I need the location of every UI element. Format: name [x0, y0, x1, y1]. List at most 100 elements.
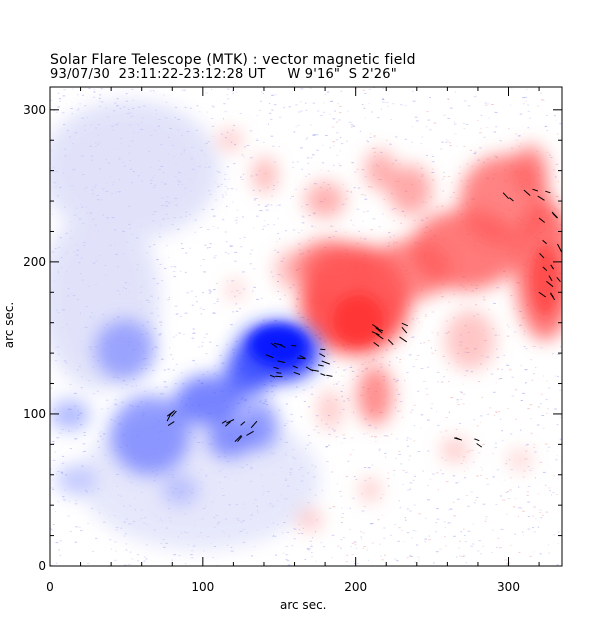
noise-speck	[362, 89, 365, 91]
noise-speck	[170, 354, 172, 356]
noise-speck	[393, 208, 397, 209]
noise-speck	[167, 368, 170, 370]
noise-speck	[559, 123, 562, 125]
noise-speck	[292, 161, 295, 163]
noise-speck	[367, 353, 369, 354]
noise-speck	[246, 145, 250, 146]
noise-speck	[98, 432, 100, 434]
noise-speck	[548, 387, 551, 389]
noise-speck	[213, 257, 216, 259]
noise-speck	[437, 424, 440, 426]
noise-speck	[355, 547, 357, 549]
noise-speck	[463, 528, 465, 530]
noise-speck	[480, 474, 482, 476]
noise-speck	[420, 427, 422, 429]
noise-speck	[285, 545, 289, 547]
noise-speck	[417, 355, 420, 356]
noise-speck	[427, 119, 430, 121]
noise-speck	[71, 113, 73, 115]
noise-speck	[214, 199, 218, 201]
noise-speck	[333, 164, 335, 166]
noise-speck	[253, 286, 256, 288]
noise-speck	[362, 220, 364, 222]
noise-speck	[235, 222, 238, 224]
noise-speck	[232, 92, 234, 94]
noise-speck	[291, 195, 294, 197]
noise-speck	[99, 435, 103, 437]
noise-speck	[137, 554, 139, 556]
vector-mark	[277, 360, 286, 364]
noise-speck	[213, 373, 216, 375]
noise-speck	[306, 548, 309, 550]
noise-speck	[295, 305, 298, 307]
noise-speck	[230, 245, 234, 247]
noise-speck	[425, 517, 427, 519]
noise-speck	[527, 486, 531, 487]
noise-speck	[168, 347, 171, 349]
noise-speck	[498, 411, 500, 413]
vector-mark	[556, 276, 561, 283]
noise-speck	[202, 309, 205, 310]
noise-speck	[400, 463, 402, 465]
noise-speck	[559, 438, 562, 440]
noise-speck	[155, 386, 158, 388]
noise-speck	[345, 475, 348, 477]
noise-speck	[342, 385, 344, 387]
noise-speck	[545, 151, 549, 153]
noise-speck	[460, 463, 463, 464]
noise-speck	[212, 106, 215, 108]
noise-speck	[504, 559, 507, 561]
noise-speck	[334, 110, 336, 112]
vector-mark	[550, 292, 554, 298]
noise-speck	[436, 411, 438, 413]
noise-speck	[75, 500, 78, 502]
noise-speck	[393, 241, 395, 243]
noise-speck	[69, 383, 72, 385]
noise-speck	[339, 490, 342, 492]
noise-speck	[458, 172, 461, 174]
noise-speck	[343, 400, 346, 402]
noise-speck	[57, 92, 60, 94]
noise-speck	[337, 381, 340, 383]
noise-speck	[165, 101, 168, 103]
noise-speck	[397, 393, 401, 395]
noise-speck	[320, 169, 322, 171]
noise-speck	[196, 105, 199, 107]
noise-speck	[199, 227, 203, 228]
noise-speck	[464, 534, 466, 536]
noise-speck	[420, 368, 424, 369]
noise-speck	[372, 358, 375, 360]
noise-speck	[510, 477, 512, 479]
noise-speck	[158, 236, 162, 238]
noise-speck	[442, 178, 444, 180]
noise-speck	[458, 547, 460, 549]
noise-speck	[339, 112, 342, 114]
noise-speck	[261, 91, 263, 93]
noise-speck	[346, 190, 349, 192]
noise-speck	[397, 410, 400, 412]
noise-speck	[452, 475, 456, 477]
noise-speck	[296, 298, 299, 300]
noise-speck	[278, 146, 280, 147]
noise-speck	[395, 457, 397, 459]
noise-speck	[410, 336, 413, 338]
noise-speck	[253, 546, 256, 548]
axis-ticks	[49, 87, 562, 567]
noise-speck	[447, 98, 450, 100]
vector-mark	[551, 211, 558, 219]
noise-speck	[373, 136, 376, 138]
noise-speck	[311, 386, 313, 388]
noise-speck	[384, 554, 386, 556]
noise-speck	[225, 241, 228, 243]
noise-speck	[106, 399, 109, 401]
noise-speck	[473, 419, 476, 421]
noise-speck	[114, 559, 117, 561]
noise-speck	[125, 384, 128, 386]
noise-speck	[460, 392, 463, 394]
noise-speck	[356, 375, 359, 377]
noise-speck	[363, 467, 367, 468]
noise-speck	[203, 550, 206, 552]
noise-speck	[360, 538, 363, 540]
noise-speck	[495, 382, 497, 384]
positive-core	[333, 245, 559, 345]
